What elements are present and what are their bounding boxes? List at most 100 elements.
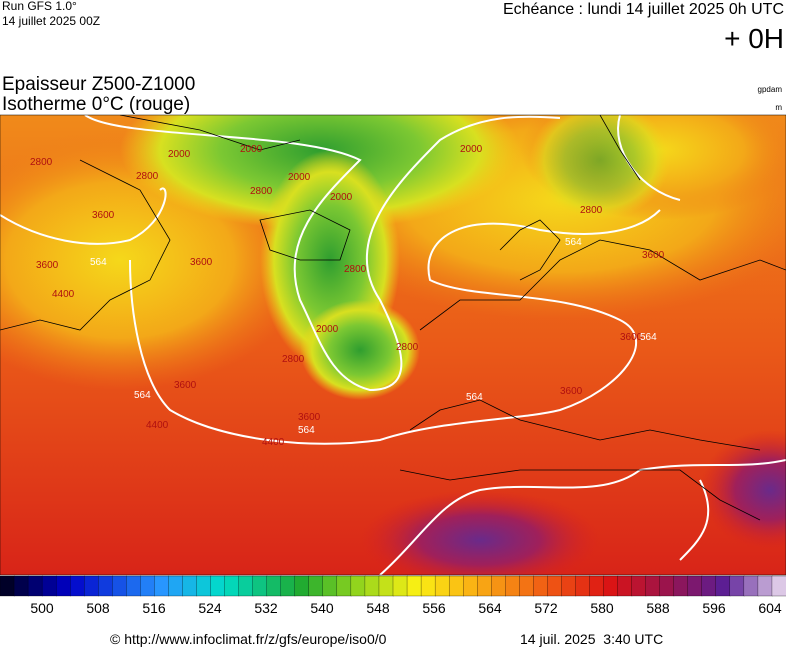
colorbar-label: 524 xyxy=(198,600,222,616)
color-swatch xyxy=(140,575,156,597)
contour-label: 2800 xyxy=(136,171,159,182)
color-swatch xyxy=(659,575,675,597)
contour-label: 2800 xyxy=(30,157,53,168)
contour-label: 2800 xyxy=(282,354,305,365)
color-swatch xyxy=(70,575,85,597)
colorbar-label: 604 xyxy=(758,600,782,616)
contour-label: 3600 xyxy=(36,260,59,271)
contour-label: 3600 xyxy=(560,386,583,397)
contour-label: 564 xyxy=(565,237,582,248)
color-swatch xyxy=(547,575,563,597)
generated-time: 14 juil. 2025 3:40 UTC xyxy=(520,631,663,647)
color-swatch xyxy=(771,575,786,597)
contour-label: 564 xyxy=(134,390,151,401)
color-swatch xyxy=(280,575,296,597)
colorbar-label: 572 xyxy=(534,600,558,616)
color-swatch xyxy=(84,575,99,597)
contour-label: 564 xyxy=(640,332,657,343)
color-swatch xyxy=(210,575,226,597)
colorbar-label: 580 xyxy=(590,600,614,616)
lead-time: + 0H xyxy=(724,23,784,54)
color-swatch xyxy=(491,575,506,597)
color-swatch xyxy=(41,575,57,597)
colorbar: 500 508 516 524 532 540 548 556 564 572 580 588 596 6… xyxy=(0,575,786,616)
color-swatch xyxy=(463,575,478,597)
colorbar-label: 540 xyxy=(310,600,334,616)
contour-label: 2800 xyxy=(344,264,367,275)
color-swatch xyxy=(589,575,605,597)
map-title: Epaisseur Z500-Z1000 xyxy=(2,74,195,95)
contour-label: 3600 xyxy=(92,210,115,221)
color-swatch xyxy=(406,575,422,597)
color-swatch xyxy=(715,575,731,597)
color-swatch xyxy=(350,575,366,597)
color-swatch xyxy=(392,575,408,597)
contour-label: 4400 xyxy=(262,437,285,448)
valid-time: Echéance : lundi 14 juillet 2025 0h UTC xyxy=(503,1,784,18)
color-swatch xyxy=(112,575,127,597)
color-swatch xyxy=(252,575,268,597)
map-frame xyxy=(0,114,786,576)
contour-label: 2000 xyxy=(316,324,339,335)
contour-label: 2000 xyxy=(288,172,311,183)
color-swatch xyxy=(322,575,338,597)
color-swatch xyxy=(505,575,520,597)
color-swatch xyxy=(27,575,43,597)
colorbar-label: 500 xyxy=(30,600,54,616)
colorbar-label: 588 xyxy=(646,600,670,616)
color-swatch xyxy=(336,575,352,597)
color-swatch xyxy=(645,575,661,597)
contour-label: 3600 xyxy=(174,380,197,391)
color-swatch xyxy=(687,575,703,597)
contour-label: 2000 xyxy=(240,144,263,155)
color-swatch xyxy=(533,575,549,597)
map-subtitle: Isotherme 0°C (rouge) xyxy=(2,94,190,115)
color-swatch xyxy=(126,575,142,597)
color-swatch xyxy=(603,575,619,597)
color-swatch xyxy=(434,575,450,597)
contour-label: 2000 xyxy=(460,144,483,155)
color-swatch xyxy=(364,575,380,597)
colorbar-label: 508 xyxy=(86,600,110,616)
colorbar-label: 516 xyxy=(142,600,166,616)
colorbar-label: 532 xyxy=(254,600,278,616)
contour-label: 2800 xyxy=(580,205,603,216)
color-swatch xyxy=(701,575,717,597)
color-swatch xyxy=(378,575,394,597)
unit-top: gpdam xyxy=(758,85,783,94)
contour-label: 3600 xyxy=(642,250,665,261)
unit-bottom: m xyxy=(775,103,782,112)
map-field: 2800 2000 2800 3600 564 3600 4400 2000 2… xyxy=(0,115,786,575)
color-swatch xyxy=(757,575,773,597)
color-swatch xyxy=(673,575,689,597)
contour-label: 564 xyxy=(466,392,483,403)
color-swatch xyxy=(238,575,254,597)
color-swatch xyxy=(420,575,436,597)
color-swatch xyxy=(308,575,324,597)
run-date: 14 juillet 2025 00Z xyxy=(2,14,100,28)
color-swatch xyxy=(519,575,535,597)
color-swatch xyxy=(224,575,240,597)
contour-label: 4400 xyxy=(146,420,169,431)
color-swatch xyxy=(575,575,591,597)
contour-label: 2000 xyxy=(330,192,353,203)
source-url: © http://www.infoclimat.fr/z/gfs/europe/… xyxy=(110,631,387,647)
contour-label: 3600 xyxy=(298,412,321,423)
color-swatch xyxy=(168,575,184,597)
color-swatch xyxy=(196,575,212,597)
contour-label: 4400 xyxy=(52,289,75,300)
color-swatch xyxy=(55,575,71,597)
color-swatch xyxy=(294,575,310,597)
color-swatch xyxy=(631,575,647,597)
colorbar-label: 564 xyxy=(478,600,502,616)
color-swatch xyxy=(98,575,113,597)
color-swatch xyxy=(448,575,464,597)
colorbar-label: 596 xyxy=(702,600,726,616)
color-swatch xyxy=(182,575,198,597)
contour-label: 3600 xyxy=(190,257,213,268)
colorbar-label: 556 xyxy=(422,600,446,616)
color-swatch xyxy=(0,575,15,597)
color-swatch xyxy=(154,575,170,597)
colorbar-label: 548 xyxy=(366,600,390,616)
